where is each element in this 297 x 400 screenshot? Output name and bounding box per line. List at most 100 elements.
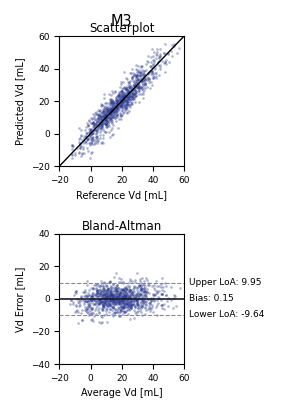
Point xyxy=(113,296,118,303)
Point xyxy=(99,114,104,120)
Point xyxy=(105,302,110,308)
Point xyxy=(128,69,132,76)
Point xyxy=(143,307,148,313)
Point xyxy=(107,295,112,302)
Point xyxy=(129,75,134,81)
Point xyxy=(134,68,139,75)
Point xyxy=(111,109,116,115)
Point xyxy=(115,284,120,291)
Point xyxy=(128,291,133,298)
Point xyxy=(73,288,78,294)
Point xyxy=(109,116,113,123)
Point xyxy=(99,306,104,312)
Point xyxy=(85,282,90,288)
Point xyxy=(133,291,138,297)
Point xyxy=(145,289,150,296)
Point xyxy=(177,24,182,30)
Point xyxy=(102,294,106,300)
Point xyxy=(145,74,150,81)
Point xyxy=(175,49,179,56)
Point xyxy=(102,296,107,303)
Point xyxy=(105,306,110,312)
Point xyxy=(129,301,134,308)
Point xyxy=(128,94,133,101)
Point xyxy=(91,128,95,135)
Point xyxy=(117,292,122,298)
Point xyxy=(94,288,99,294)
Point xyxy=(125,92,130,98)
Point xyxy=(121,305,126,312)
Point xyxy=(116,116,121,122)
Point xyxy=(149,69,154,76)
Point xyxy=(132,93,137,99)
Point xyxy=(135,287,140,293)
Point xyxy=(107,110,111,117)
Point xyxy=(82,138,87,144)
Point xyxy=(132,81,136,87)
Point xyxy=(99,299,103,305)
Point xyxy=(108,99,113,106)
Point xyxy=(110,313,115,319)
Point xyxy=(110,304,115,311)
Point xyxy=(98,298,103,304)
Point xyxy=(88,310,93,317)
Point xyxy=(152,49,157,55)
Point xyxy=(105,118,109,125)
Point xyxy=(103,106,108,113)
Point xyxy=(107,290,112,296)
Point xyxy=(118,103,123,109)
Point xyxy=(128,286,133,293)
Point xyxy=(166,295,170,302)
Point xyxy=(122,301,127,307)
Point xyxy=(149,68,154,74)
Point xyxy=(110,122,115,128)
Point xyxy=(117,101,122,107)
Point xyxy=(119,286,124,292)
Point xyxy=(119,94,124,100)
Point xyxy=(114,290,119,296)
X-axis label: Average Vd [mL]: Average Vd [mL] xyxy=(81,388,162,398)
Point xyxy=(111,90,116,96)
Point xyxy=(95,128,100,134)
Point xyxy=(128,287,133,293)
Point xyxy=(116,275,121,281)
Point xyxy=(121,286,126,293)
Point xyxy=(113,104,118,111)
Point xyxy=(104,120,108,126)
Point xyxy=(104,110,109,116)
Point xyxy=(142,78,147,84)
Point xyxy=(133,86,138,93)
Point xyxy=(113,115,118,121)
Point xyxy=(118,112,123,118)
Point xyxy=(94,298,98,305)
Point xyxy=(98,320,103,326)
Point xyxy=(132,83,137,89)
Point xyxy=(110,109,115,116)
Point xyxy=(95,133,99,140)
Point xyxy=(130,82,135,88)
Point xyxy=(105,298,110,304)
Point xyxy=(114,109,119,115)
Point xyxy=(158,53,162,60)
Point xyxy=(77,297,81,303)
Point xyxy=(137,67,141,73)
Point xyxy=(109,292,114,298)
Point xyxy=(117,300,122,307)
Point xyxy=(113,292,118,299)
Point xyxy=(101,119,105,126)
Point xyxy=(105,102,110,109)
Point xyxy=(130,301,135,307)
Point xyxy=(101,285,105,292)
Point xyxy=(127,306,132,312)
Point xyxy=(78,140,82,146)
Point xyxy=(102,115,106,121)
Point xyxy=(118,307,122,314)
Point xyxy=(108,296,112,302)
Point xyxy=(94,136,99,142)
Point xyxy=(123,103,128,109)
Point xyxy=(129,100,134,106)
Point xyxy=(110,106,115,113)
Point xyxy=(139,86,144,92)
Point xyxy=(135,301,139,307)
Point xyxy=(127,288,132,295)
